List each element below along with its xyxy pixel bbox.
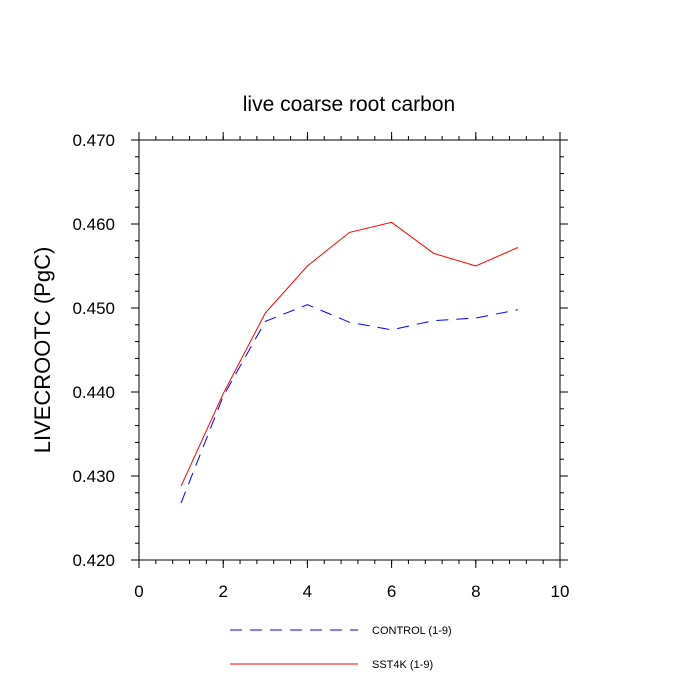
y-tick-label: 0.470: [72, 131, 115, 150]
x-tick-label: 0: [134, 582, 143, 601]
series-line: [180, 304, 518, 504]
y-tick-label: 0.450: [72, 299, 115, 318]
x-tick-label: 6: [387, 582, 396, 601]
legend: CONTROL (1-9) SST4K (1-9): [230, 625, 452, 671]
x-tick-label: 8: [471, 582, 480, 601]
legend-label: CONTROL (1-9): [372, 625, 452, 637]
plot-frame: [138, 139, 561, 561]
chart-title: live coarse root carbon: [243, 93, 455, 116]
y-axis-label: LIVECROOTC (PgC): [30, 247, 55, 454]
y-tick-label: 0.420: [72, 551, 115, 570]
legend-label: SST4K (1-9): [372, 659, 433, 671]
y-tick-label: 0.430: [72, 467, 115, 486]
plot-area: 0 2 4 6 8 10 0.420 0.430 0.440 0.450 0.460 0.470: [72, 131, 569, 601]
x-tick-label: 10: [551, 582, 570, 601]
x-tick-label: 4: [303, 582, 312, 601]
series-line: [180, 221, 519, 487]
y-tick-label: 0.440: [72, 383, 115, 402]
y-tick-label: 0.460: [72, 215, 115, 234]
x-tick-label: 2: [218, 582, 227, 601]
